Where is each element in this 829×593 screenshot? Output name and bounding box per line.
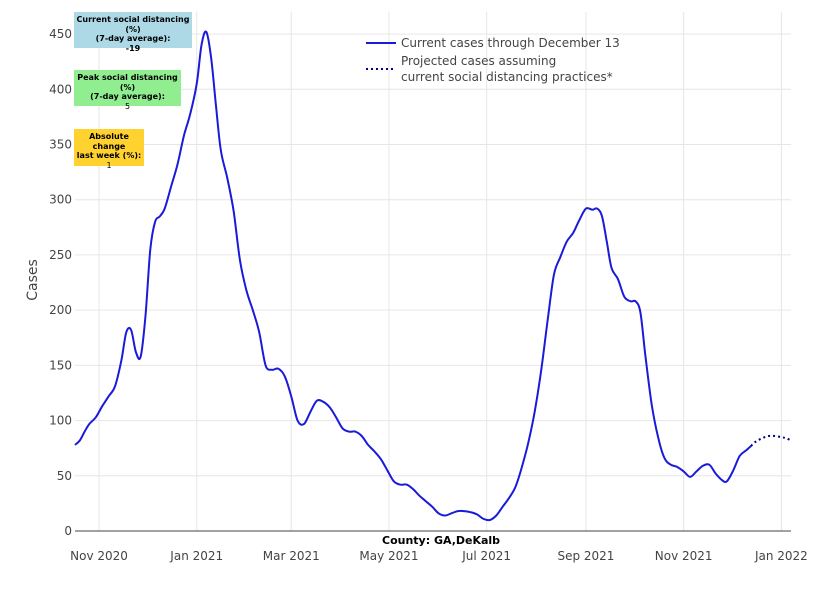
absolute-change-box: Absolute change last week (%): 1 <box>74 129 144 170</box>
y-tick-label: 450 <box>49 27 72 41</box>
current-distancing-title: Current social distancing (%) <box>76 15 190 34</box>
y-tick-label: 350 <box>49 138 72 152</box>
peak-distancing-title: Peak social distancing (%) <box>77 73 178 92</box>
y-tick-label: 300 <box>49 193 72 207</box>
current-distancing-subtitle: (7-day average): <box>95 34 171 43</box>
projected-cases-line <box>750 434 792 447</box>
legend-projected-label-line2: current social distancing practices* <box>401 70 613 84</box>
y-tick-label: 100 <box>49 414 72 428</box>
county-label: County: GA,DeKalb <box>380 534 503 547</box>
y-tick-label: 0 <box>64 524 72 538</box>
x-tick-label: Nov 2020 <box>70 549 128 563</box>
x-tick-label: Nov 2021 <box>655 549 713 563</box>
x-axis-ticks: Nov 2020 Jan 2021 Mar 2021 May 2021 Jul 2021… <box>70 549 808 563</box>
x-tick-label: Jul 2021 <box>461 549 511 563</box>
peak-distancing-subtitle: (7-day average): <box>90 92 165 101</box>
current-distancing-value: -19 <box>125 43 141 53</box>
x-tick-label: Sep 2021 <box>557 549 614 563</box>
x-tick-label: Jan 2022 <box>754 549 808 563</box>
current-distancing-box: Current social distancing (%) (7-day ave… <box>74 12 192 53</box>
absolute-change-value: 1 <box>106 160 112 170</box>
y-tick-label: 400 <box>49 82 72 96</box>
y-axis-title: Cases <box>25 259 41 301</box>
peak-distancing-box: Peak social distancing (%) (7-day averag… <box>74 70 181 111</box>
x-tick-label: Jan 2021 <box>169 549 223 563</box>
legend-current-label: Current cases through December 13 <box>401 36 620 50</box>
y-tick-label: 250 <box>49 248 72 262</box>
series-lines <box>74 30 792 522</box>
y-axis-ticks: 0 50 100 150 200 250 300 350 400 450 <box>49 27 72 538</box>
current-cases-line <box>74 30 752 522</box>
peak-distancing-value: 5 <box>124 101 131 111</box>
gridlines <box>75 12 791 531</box>
y-tick-label: 200 <box>49 303 72 317</box>
legend-projected-label-line1: Projected cases assuming <box>401 54 556 68</box>
y-tick-label: 50 <box>57 469 72 483</box>
x-tick-label: Mar 2021 <box>263 549 320 563</box>
absolute-change-title: Absolute change <box>89 132 129 151</box>
absolute-change-subtitle: last week (%): <box>76 151 142 160</box>
y-tick-label: 150 <box>49 358 72 372</box>
legend[interactable]: Current cases through December 13 Projec… <box>366 36 620 84</box>
x-tick-label: May 2021 <box>359 549 418 563</box>
